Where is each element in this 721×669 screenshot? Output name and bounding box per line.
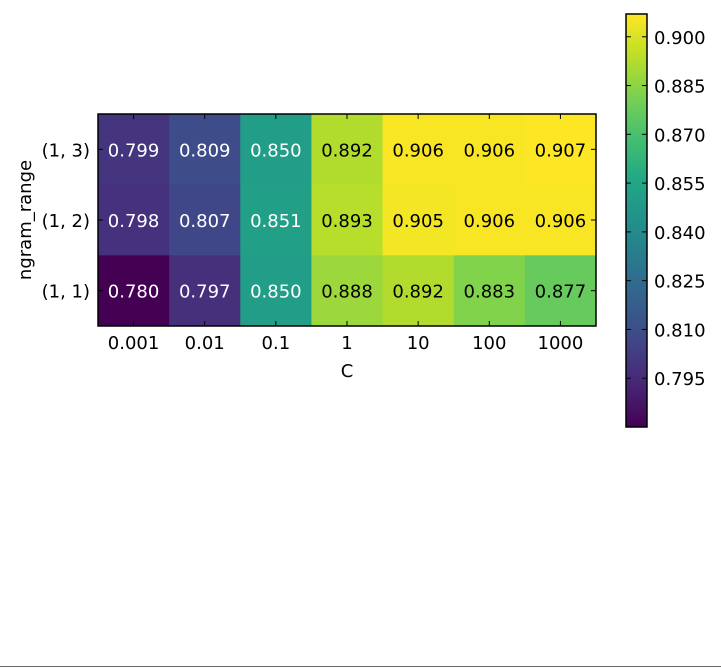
x-axis-ticks: 0.001 0.01 0.1 1 10 100 1000: [108, 114, 584, 354]
cell-labels: 0.799 0.809 0.850 0.892 0.906 0.906 0.907 0.798…: [108, 140, 586, 302]
cell-value-label: 0.809: [179, 140, 231, 161]
cell-value-label: 0.893: [321, 211, 373, 232]
heatmap-cell: [240, 255, 312, 327]
heatmap-cell: [240, 114, 312, 186]
colorbar-tick-label: 0.870: [654, 125, 706, 146]
colorbar-tick-label: 0.855: [654, 174, 706, 195]
cell-value-label: 0.850: [250, 140, 302, 161]
y-tick-label: (1, 3): [42, 140, 90, 161]
cell-value-label: 0.850: [250, 282, 302, 303]
heatmap-cell: [311, 255, 384, 327]
x-tick-label: 1: [341, 333, 352, 354]
heatmap-cell: [524, 114, 597, 186]
cell-value-label: 0.907: [535, 140, 587, 161]
y-tick-label: (1, 1): [42, 282, 90, 303]
colorbar-tick-label: 0.795: [654, 369, 706, 390]
heatmap-cell: [169, 184, 241, 256]
cell-value-label: 0.906: [392, 140, 444, 161]
colorbar-tick-label: 0.825: [654, 272, 706, 293]
cell-value-label: 0.892: [392, 282, 444, 303]
x-tick-label: 100: [472, 333, 506, 354]
y-axis-ticks: (1, 3) (1, 2) (1, 1): [42, 140, 596, 303]
cell-value-label: 0.877: [535, 282, 587, 303]
heatmap-cell: [169, 255, 241, 327]
x-tick-label: 10: [407, 333, 430, 354]
cell-value-label: 0.799: [108, 140, 160, 161]
cell-value-label: 0.888: [321, 282, 373, 303]
cell-value-label: 0.906: [535, 211, 587, 232]
heatmap-cell: [382, 114, 455, 186]
heatmap-cell: [98, 184, 170, 256]
y-axis-label: ngram_range: [15, 160, 36, 280]
heatmap-cell: [453, 255, 526, 327]
x-tick-label: 0.01: [185, 333, 225, 354]
heatmap-cells: [98, 114, 597, 327]
heatmap-cell: [453, 114, 526, 186]
colorbar: 0.795 0.810 0.825 0.840 0.855 0.870 0.885 0.900: [625, 13, 706, 428]
cell-value-label: 0.905: [392, 211, 444, 232]
cell-value-label: 0.851: [250, 211, 302, 232]
colorbar-frame: [625, 13, 648, 428]
cell-value-label: 0.906: [464, 140, 516, 161]
x-tick-label: 0.001: [108, 333, 160, 354]
cell-value-label: 0.883: [464, 282, 516, 303]
cell-value-label: 0.797: [179, 282, 231, 303]
page-bottom-rule: [0, 666, 721, 667]
colorbar-tick-label: 0.810: [654, 320, 706, 341]
heatmap-cell: [382, 255, 455, 327]
colorbar-tick-label: 0.900: [654, 28, 706, 49]
heatmap-cell: [524, 255, 597, 327]
cell-value-label: 0.807: [179, 211, 231, 232]
heatmap-cell: [382, 184, 455, 256]
heatmap-cell: [169, 114, 241, 186]
heatmap-cell: [311, 184, 384, 256]
x-axis-label: C: [341, 361, 354, 382]
colorbar-tick-label: 0.885: [654, 77, 706, 98]
heatmap-cell: [453, 184, 526, 256]
cell-value-label: 0.798: [108, 211, 160, 232]
colorbar-tick-label: 0.840: [654, 223, 706, 244]
x-tick-label: 0.1: [262, 333, 291, 354]
cell-value-label: 0.780: [108, 282, 160, 303]
heatmap-cell: [98, 255, 170, 327]
colorbar-gradient: [626, 14, 647, 427]
heatmap-cell: [311, 114, 384, 186]
heatmap-cell: [98, 114, 170, 186]
heatmap-cell: [524, 184, 597, 256]
colorbar-ticks: 0.795 0.810 0.825 0.840 0.855 0.870 0.885 0.900: [626, 28, 706, 390]
y-tick-label: (1, 2): [42, 211, 90, 232]
x-tick-label: 1000: [538, 333, 584, 354]
cell-value-label: 0.892: [321, 140, 373, 161]
cell-value-label: 0.906: [464, 211, 516, 232]
heatmap-cell: [240, 184, 312, 256]
